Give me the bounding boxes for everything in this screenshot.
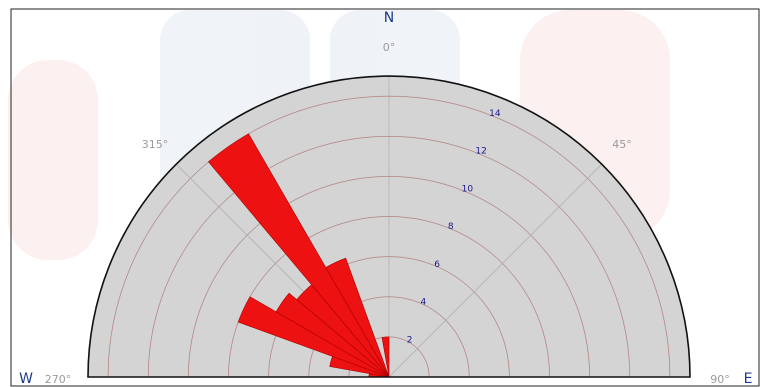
radial-tick-label-6: 6: [434, 260, 440, 270]
radial-tick-label-8: 8: [448, 222, 454, 232]
angle-label-90: 90°: [710, 373, 730, 386]
radial-tick-label-4: 4: [421, 298, 427, 308]
grid-spoke-45: [388, 163, 603, 378]
west-label: W: [19, 371, 33, 387]
angle-label-315: 315°: [142, 138, 169, 151]
radial-tick-label-14: 14: [489, 109, 501, 119]
bar-ring-12: [147, 136, 631, 378]
angle-label-0: 0°: [383, 41, 396, 54]
bar-ring-4: [308, 296, 470, 378]
plot-area: 2 4 6 8 10 12 14: [87, 75, 691, 378]
radial-tick-label-2: 2: [407, 335, 413, 345]
bar-ring-10: [188, 176, 590, 378]
frame-border: [10, 8, 760, 387]
plot-outline: [87, 75, 691, 378]
angle-label-45: 45°: [612, 138, 632, 151]
bar-ring-8: [228, 216, 550, 378]
radial-tick-label-10: 10: [462, 184, 474, 194]
radial-tick-label-12: 12: [475, 147, 486, 157]
bar-ring-14: [107, 95, 671, 378]
angle-label-270: 270°: [45, 373, 72, 386]
sector-335: [325, 257, 390, 378]
sector-305: [275, 292, 390, 378]
bar-ring-6: [268, 256, 510, 378]
north-label: N: [384, 10, 394, 26]
east-label: E: [744, 371, 753, 387]
